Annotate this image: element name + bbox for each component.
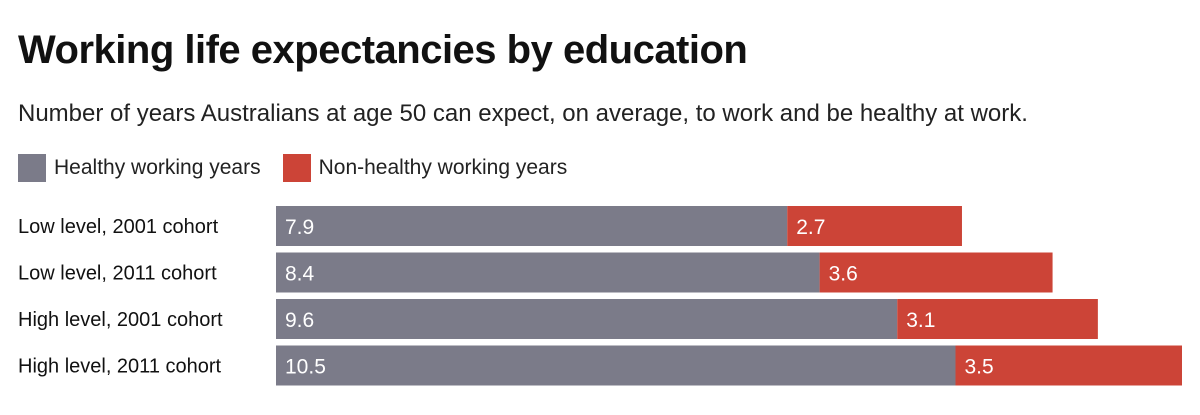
category-label: Low level, 2011 cohort	[18, 263, 217, 285]
category-label: High level, 2011 cohort	[18, 356, 222, 378]
data-label-healthy: 9.6	[285, 309, 314, 332]
data-label-non-healthy: 3.6	[829, 263, 858, 286]
legend-label-non-healthy: Non-healthy working years	[318, 156, 568, 179]
legend-swatch-healthy	[18, 154, 46, 182]
bar-non-healthy	[897, 299, 1098, 339]
legend-item-healthy: Healthy working years	[18, 154, 261, 182]
data-label-non-healthy: 3.1	[906, 309, 935, 332]
data-label-non-healthy: 3.5	[965, 356, 994, 379]
bar-chart: Low level, 2001 cohort 7.9 2.7 Low level, 2…	[18, 206, 1182, 386]
legend-swatch-non-healthy	[282, 154, 311, 182]
bar-healthy	[276, 299, 898, 339]
data-label-healthy: 10.5	[285, 356, 326, 379]
category-label: Low level, 2001 cohort	[18, 216, 219, 238]
data-label-healthy: 7.9	[285, 216, 314, 239]
data-label-healthy: 8.4	[285, 263, 315, 286]
bar-healthy	[276, 206, 788, 246]
legend: Healthy working years Non-healthy workin…	[18, 154, 589, 182]
bar-healthy	[276, 345, 956, 386]
legend-label-healthy: Healthy working years	[54, 156, 261, 179]
category-label: High level, 2001 cohort	[18, 309, 223, 331]
bar-non-healthy	[787, 206, 962, 246]
bar-non-healthy	[955, 345, 1182, 386]
data-label-non-healthy: 2.7	[796, 216, 825, 239]
chart-title: Working life expectancies by education	[18, 28, 748, 72]
chart-subtitle: Number of years Australians at age 50 ca…	[18, 100, 1028, 127]
legend-item-non-healthy: Non-healthy working years	[282, 154, 568, 182]
bar-non-healthy	[819, 252, 1053, 293]
bar-healthy	[276, 252, 820, 293]
